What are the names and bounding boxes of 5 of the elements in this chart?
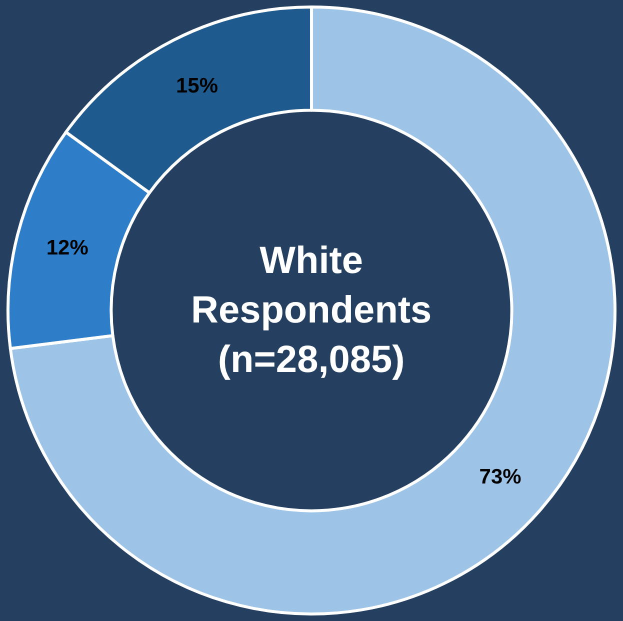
data-label: 73% bbox=[479, 466, 522, 489]
data-label: 15% bbox=[176, 74, 218, 98]
text: White Respondents (n=28,085) bbox=[191, 240, 432, 381]
donut-slice bbox=[8, 6, 616, 616]
data-label: 12% bbox=[46, 236, 89, 260]
